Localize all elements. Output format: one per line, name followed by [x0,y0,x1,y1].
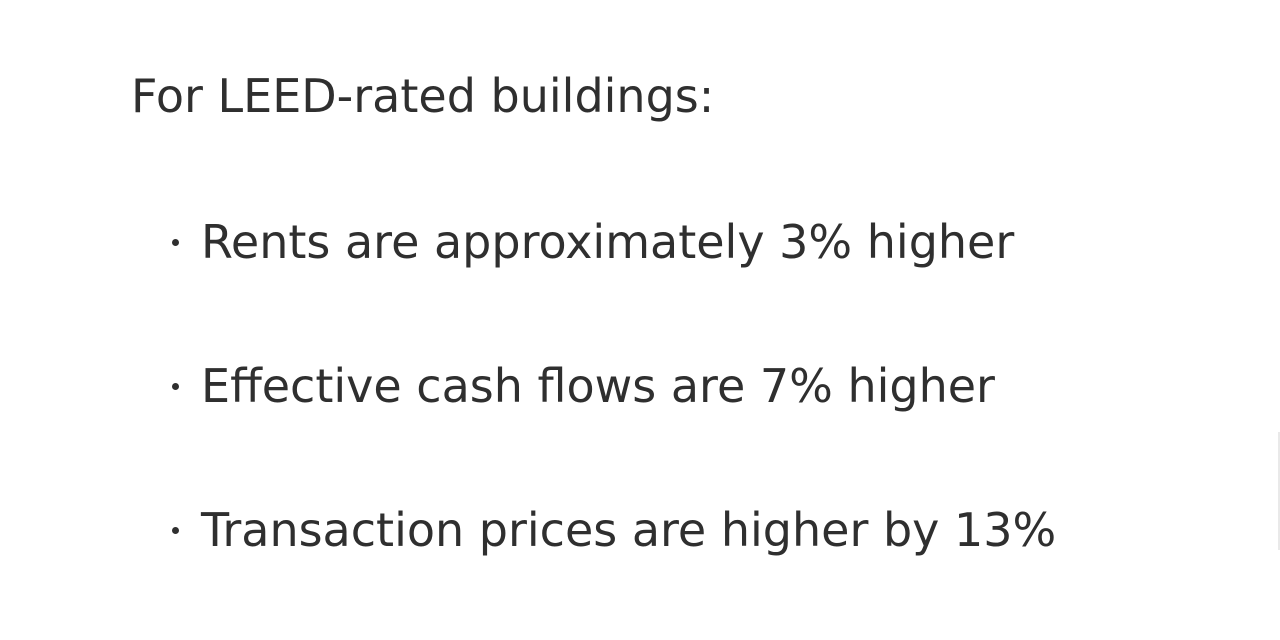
bullet-text-rents: Rents are approximately 3% higher [201,215,1015,269]
bullet-dot-icon [172,238,179,246]
bullet-item-cash-flows: Effective cash flows are 7% higher [172,352,1056,420]
bullet-text-transaction-prices: Transaction prices are higher by 13% [201,503,1057,557]
bullet-item-transaction-prices: Transaction prices are higher by 13% [172,496,1056,564]
bullet-item-rents: Rents are approximately 3% higher [172,208,1056,276]
bullet-dot-icon [172,382,179,390]
edge-divider [1278,432,1280,550]
bullet-text-cash-flows: Effective cash flows are 7% higher [201,359,995,413]
slide: For LEED-rated buildings: Rents are appr… [131,69,1280,557]
slide-heading: For LEED-rated buildings: [131,69,715,123]
bullet-list: Rents are approximately 3% higher Effect… [172,208,1056,640]
bullet-dot-icon [172,526,179,534]
